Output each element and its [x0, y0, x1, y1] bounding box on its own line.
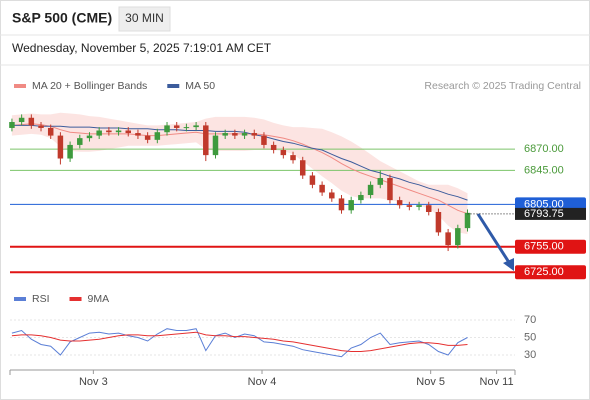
candle-body: [154, 132, 161, 140]
candle-body: [125, 130, 132, 134]
candle-body: [348, 200, 354, 211]
last-price-box: [515, 207, 586, 220]
legend-swatch: [69, 297, 82, 301]
credit: Research © 2025 Trading Central: [424, 80, 581, 92]
legend-label: MA 50: [185, 80, 215, 92]
legend-swatch: [14, 84, 26, 88]
candle-body: [338, 198, 345, 211]
level-label: 6845.00: [524, 164, 564, 176]
candle-body: [309, 175, 316, 185]
legend-label: RSI: [32, 293, 50, 305]
candle-body: [67, 144, 73, 159]
title: S&P 500 (CME): [12, 10, 112, 26]
timeframe-box: [118, 6, 171, 32]
indicator-line: [11, 331, 468, 352]
candle-body: [96, 130, 102, 136]
candle-body: [425, 205, 432, 212]
candle-body: [222, 133, 228, 136]
candle-body: [251, 133, 258, 136]
x-tick-label: Nov 3: [79, 376, 108, 388]
level-label: 6805.00: [524, 198, 564, 210]
candle-body: [38, 125, 44, 128]
level-box: [515, 265, 586, 280]
legend-swatch: [14, 297, 26, 301]
level-label: 6870.00: [524, 143, 564, 155]
x-tick-label: Nov 11: [480, 376, 514, 388]
candle-body: [77, 138, 83, 145]
x-tick-label: Nov 5: [416, 376, 445, 388]
candle-body: [18, 117, 25, 123]
candle-body: [416, 205, 422, 207]
candle-body: [319, 184, 325, 193]
candle-body: [212, 135, 219, 156]
level-box: [515, 197, 586, 212]
candle-body: [435, 211, 442, 233]
candle-body: [106, 130, 112, 133]
candle-body: [28, 117, 35, 126]
candle-body: [464, 212, 471, 229]
candle-body: [115, 130, 122, 133]
forecast-arrowhead: [503, 258, 514, 271]
candle-body: [144, 135, 151, 140]
legend-label: MA 20 + Bollinger Bands: [32, 80, 147, 92]
candle-body: [367, 184, 374, 196]
forecast-arrow: [476, 213, 512, 265]
level-label: 6755.00: [524, 241, 564, 253]
y-tick-label: 50: [524, 331, 536, 343]
ma-line: [11, 124, 468, 201]
candle-body: [173, 125, 180, 128]
y-tick-label: 70: [524, 314, 536, 326]
x-tick-label: Nov 4: [248, 376, 277, 388]
legend-swatch: [167, 84, 180, 88]
candle-body: [358, 195, 364, 201]
candle-body: [387, 178, 393, 201]
candle-body: [86, 135, 93, 139]
y-tick-label: 30: [524, 349, 536, 361]
timestamp: Wednesday, November 5, 2025 7:19:01 AM C…: [12, 41, 272, 55]
candle-body: [280, 150, 287, 156]
candle-body: [445, 232, 451, 246]
level-label: 6725.00: [524, 266, 564, 278]
candle-body: [270, 144, 277, 151]
candle-body: [241, 133, 248, 136]
candle-body: [164, 125, 170, 133]
legend-label: 9MA: [88, 293, 110, 305]
bollinger-band: [11, 112, 468, 235]
candle-body: [193, 125, 199, 128]
candle-body: [396, 200, 403, 206]
candle-body: [290, 155, 296, 161]
candle-body: [232, 133, 238, 136]
candle-body: [47, 127, 54, 136]
candle-body: [377, 178, 384, 185]
candle-body: [329, 192, 335, 199]
candle-body: [203, 125, 209, 156]
candle-body: [183, 127, 190, 129]
candle-body: [135, 133, 141, 136]
indicator-line: [11, 328, 468, 358]
candle-body: [455, 228, 461, 246]
candle-body: [299, 160, 306, 176]
candle-body: [261, 135, 267, 145]
candle-body: [57, 135, 64, 159]
last-price-label: 6793.75: [524, 208, 564, 220]
timeframe: 30 MIN: [125, 11, 164, 25]
candle-body: [406, 205, 413, 207]
level-box: [515, 239, 586, 254]
candle-body: [9, 122, 15, 128]
